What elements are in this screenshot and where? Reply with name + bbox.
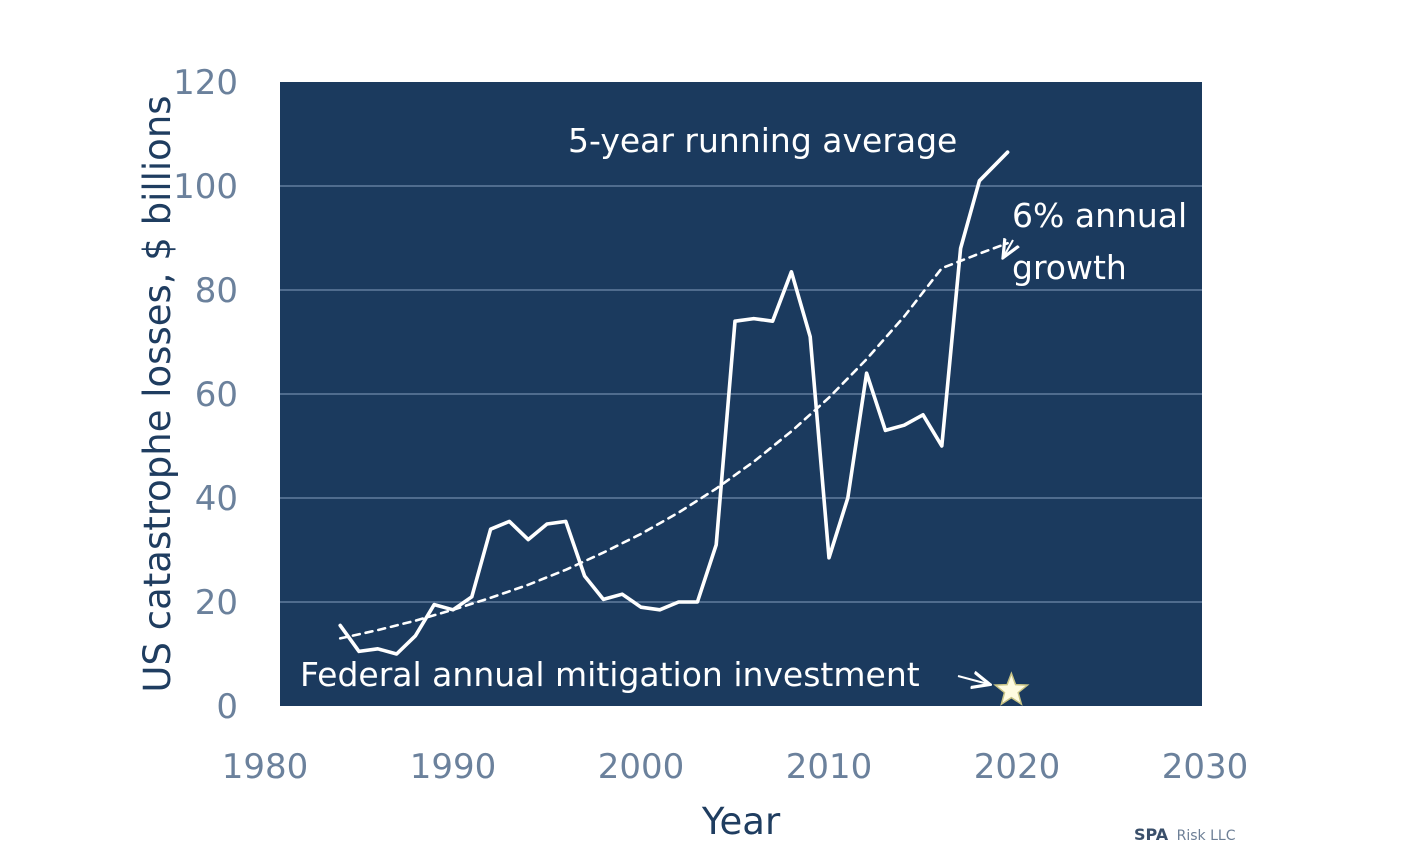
annotation-growth-line1: 6% annual — [1012, 196, 1187, 235]
y-tick-label: 0 — [216, 687, 238, 727]
x-tick-label: 1980 — [222, 747, 309, 787]
x-axis-label: Year — [701, 800, 781, 843]
mitigation-star-marker — [993, 671, 1030, 706]
annotation-running-average: 5-year running average — [568, 121, 957, 160]
y-tick-label: 80 — [195, 271, 238, 311]
series-group — [338, 150, 1030, 706]
annotation-growth-line2: growth — [1012, 248, 1127, 287]
y-tick-label: 100 — [173, 167, 238, 207]
credit: SPA Risk LLC — [1134, 825, 1236, 844]
y-axis-label: US catastrophe losses, $ billions — [136, 95, 179, 692]
x-tick-label: 2000 — [598, 747, 685, 787]
running-average-line — [338, 150, 1010, 656]
growth-trend-line — [338, 241, 1009, 640]
y-tick-label: 20 — [195, 583, 238, 623]
y-tick-label: 40 — [195, 479, 238, 519]
annotation-mitigation: Federal annual mitigation investment — [300, 655, 920, 694]
credit-bold: SPA — [1134, 825, 1169, 844]
x-tick-label: 2030 — [1162, 747, 1249, 787]
x-tick-labels: 1980 1990 2000 2010 2020 2030 — [222, 747, 1249, 787]
gridlines — [280, 185, 1202, 603]
mitigation-arrow — [957, 676, 988, 684]
x-tick-label: 2020 — [974, 747, 1061, 787]
y-tick-label: 120 — [173, 63, 238, 103]
y-tick-label: 60 — [195, 375, 238, 415]
x-tick-label: 2010 — [786, 747, 873, 787]
y-tick-labels: 0 20 40 60 80 100 120 — [173, 63, 238, 727]
x-tick-label: 1990 — [410, 747, 497, 787]
credit-light: Risk LLC — [1177, 828, 1236, 844]
growth-arrow — [1004, 240, 1013, 256]
